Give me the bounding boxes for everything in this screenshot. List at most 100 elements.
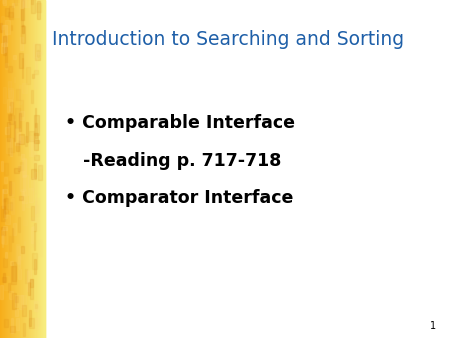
Bar: [21, 154, 23, 159]
Bar: [18, 246, 21, 264]
Bar: [8, 148, 12, 155]
Bar: [10, 261, 14, 265]
Bar: [15, 309, 18, 316]
Bar: [16, 0, 17, 338]
Bar: [13, 119, 15, 124]
Bar: [14, 121, 15, 141]
Bar: [18, 256, 20, 268]
Bar: [44, 0, 45, 338]
Bar: [38, 165, 42, 180]
Bar: [35, 44, 40, 60]
Bar: [11, 197, 14, 214]
Bar: [20, 37, 23, 50]
Bar: [15, 128, 20, 145]
Bar: [9, 0, 10, 338]
Bar: [25, 0, 26, 338]
Bar: [11, 183, 14, 196]
Bar: [4, 0, 5, 338]
Bar: [22, 25, 24, 33]
Bar: [31, 90, 33, 103]
Bar: [34, 0, 35, 338]
Bar: [8, 80, 11, 97]
Bar: [36, 52, 41, 57]
Bar: [16, 143, 19, 151]
Bar: [36, 306, 40, 325]
Bar: [9, 90, 13, 107]
Bar: [19, 136, 22, 143]
Bar: [4, 252, 7, 258]
Bar: [31, 0, 36, 13]
Bar: [32, 74, 34, 78]
Bar: [37, 0, 38, 338]
Bar: [43, 0, 44, 338]
Bar: [22, 196, 27, 203]
Bar: [14, 0, 18, 4]
Bar: [5, 127, 9, 134]
Bar: [18, 217, 20, 232]
Bar: [10, 0, 11, 338]
Bar: [19, 134, 24, 144]
Bar: [20, 0, 21, 338]
Bar: [27, 0, 29, 338]
Bar: [29, 318, 34, 328]
Bar: [20, 111, 24, 120]
Bar: [29, 188, 33, 202]
Bar: [14, 0, 16, 338]
Bar: [3, 35, 7, 42]
Bar: [36, 220, 40, 230]
Bar: [5, 8, 9, 16]
Bar: [32, 225, 34, 230]
Bar: [38, 164, 42, 168]
Bar: [11, 0, 12, 338]
Bar: [42, 0, 43, 338]
Bar: [17, 133, 19, 143]
Bar: [3, 87, 6, 103]
Bar: [37, 50, 39, 57]
Bar: [32, 253, 37, 269]
Bar: [3, 186, 6, 201]
Bar: [7, 0, 9, 338]
Bar: [38, 240, 42, 256]
Bar: [18, 165, 23, 170]
Bar: [14, 76, 15, 82]
Bar: [22, 305, 26, 316]
Bar: [9, 0, 11, 338]
Bar: [35, 123, 37, 138]
Bar: [11, 25, 12, 30]
Bar: [2, 0, 5, 3]
Bar: [39, 0, 40, 338]
Bar: [22, 83, 27, 93]
Bar: [19, 84, 22, 104]
Bar: [32, 0, 33, 338]
Bar: [3, 258, 7, 267]
Bar: [9, 138, 14, 152]
Bar: [27, 271, 29, 291]
Bar: [25, 0, 26, 338]
Bar: [5, 47, 7, 67]
Bar: [28, 0, 29, 338]
Bar: [4, 198, 8, 213]
Bar: [22, 0, 23, 338]
Bar: [4, 215, 10, 224]
Bar: [7, 99, 12, 112]
Bar: [18, 196, 23, 200]
Text: • Comparator Interface: • Comparator Interface: [65, 189, 293, 207]
Bar: [3, 189, 7, 193]
Bar: [5, 0, 6, 338]
Bar: [18, 141, 20, 154]
Bar: [34, 133, 38, 150]
Bar: [3, 0, 4, 338]
Bar: [5, 63, 8, 69]
Bar: [8, 283, 9, 292]
Bar: [34, 155, 40, 160]
Bar: [9, 12, 13, 17]
Bar: [13, 293, 16, 309]
Bar: [20, 0, 23, 8]
Bar: [28, 282, 30, 295]
Bar: [19, 295, 23, 309]
Bar: [22, 0, 23, 338]
Bar: [4, 210, 7, 218]
Text: • Comparable Interface: • Comparable Interface: [65, 114, 295, 132]
Bar: [34, 223, 36, 231]
Bar: [5, 0, 7, 338]
